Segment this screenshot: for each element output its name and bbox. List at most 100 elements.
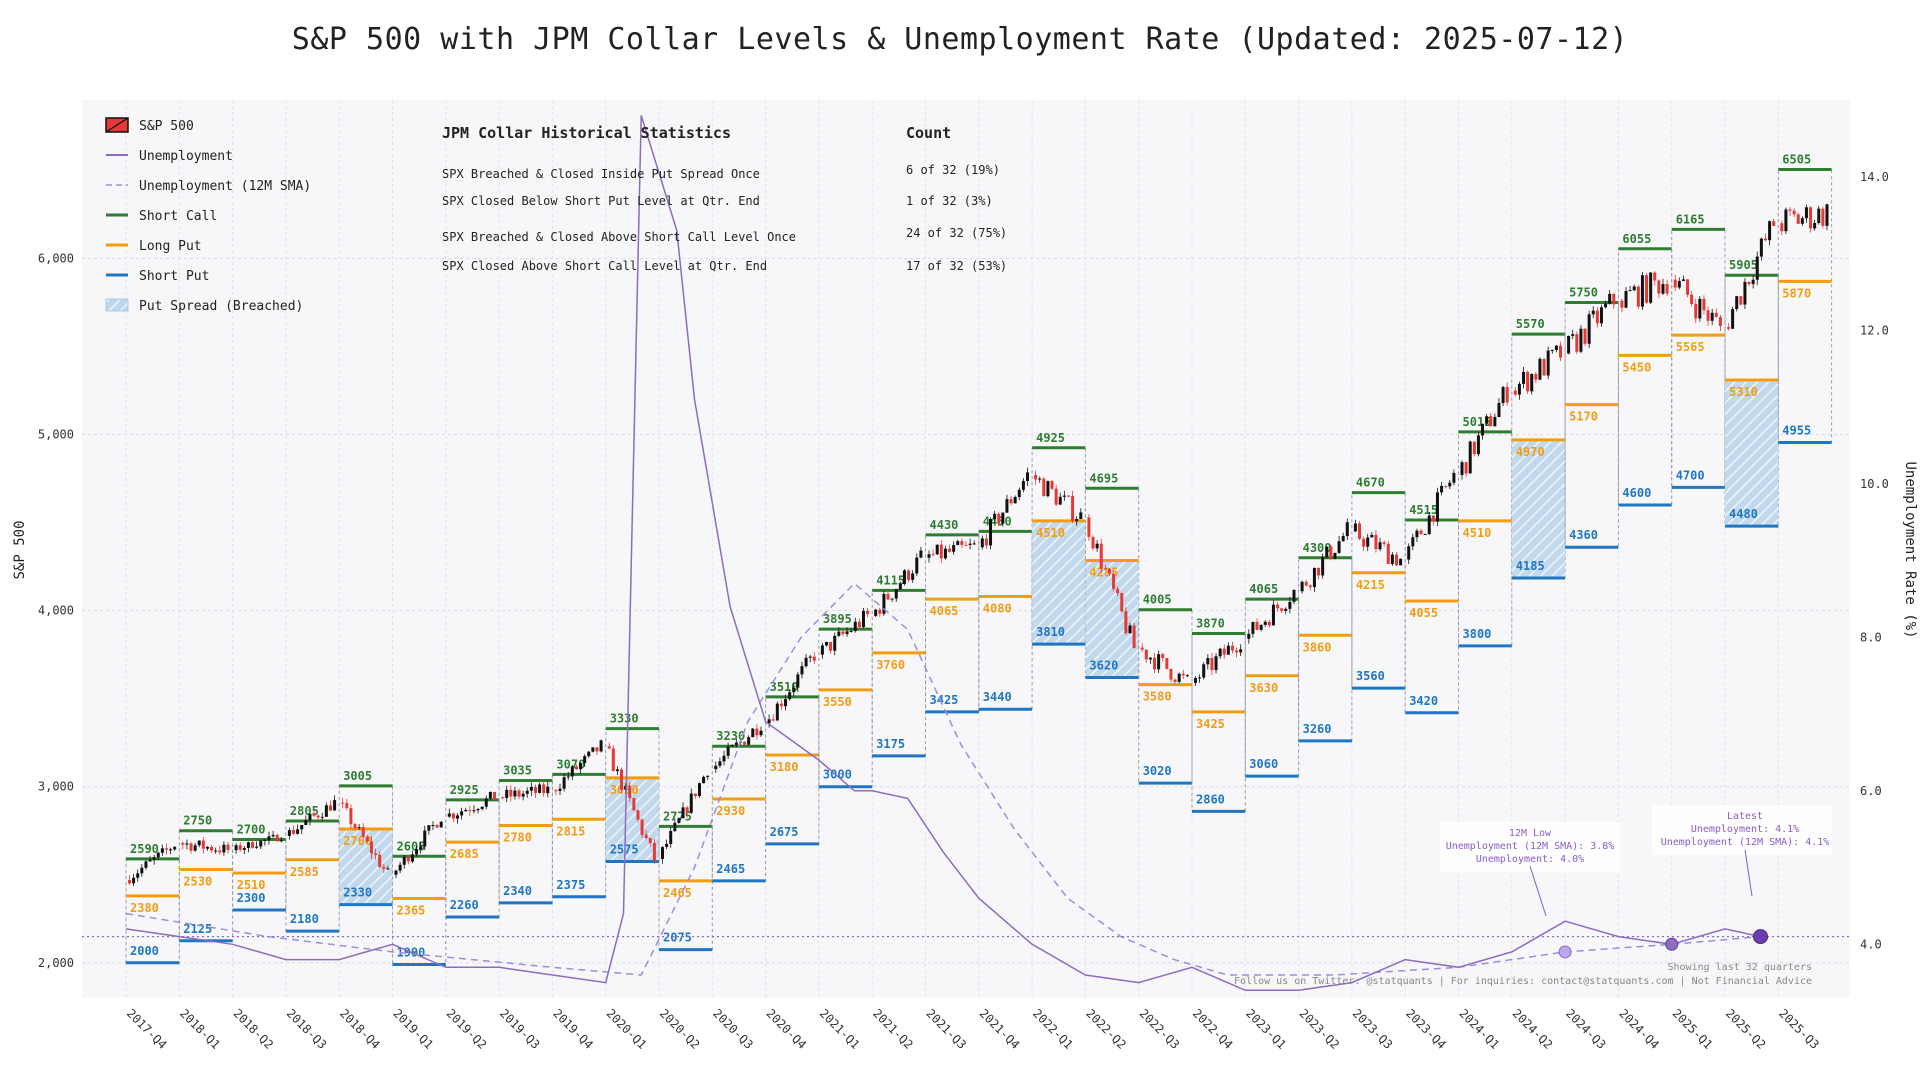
candle-body [1112, 573, 1116, 589]
long-put-label: 5170 [1569, 410, 1598, 424]
annotation-latest-box [1652, 805, 1832, 855]
short-call-label: 5905 [1729, 258, 1758, 272]
annotation-latest-line: Latest [1727, 811, 1763, 822]
candle-body [1710, 312, 1714, 321]
long-put-label: 3050 [610, 783, 639, 797]
candle-body [238, 845, 242, 850]
short-call-label: 2700 [237, 823, 266, 837]
candle-body [820, 645, 824, 655]
candle-body [558, 788, 562, 791]
short-call-label: 3870 [1196, 617, 1225, 631]
candle-body [324, 805, 328, 817]
stats-row-value: 6 of 32 (19%) [906, 163, 1000, 177]
candle-body [1329, 546, 1333, 559]
candle-body [984, 538, 988, 546]
unemployment-lines [82, 115, 1850, 992]
x-tick-label: 2022-Q4 [1190, 1006, 1236, 1052]
annotation-latest: Latest Unemployment: 4.1% Unemployment (… [1652, 805, 1832, 897]
candle-body [1673, 279, 1677, 288]
candle-body [1743, 281, 1747, 305]
candle-body [591, 747, 595, 752]
candle-body [1181, 673, 1185, 676]
candle-body [1464, 462, 1468, 474]
candle-body [1448, 482, 1452, 487]
latest-marker [1753, 929, 1769, 945]
candle-body [1419, 530, 1423, 535]
stats-row-label: SPX Closed Below Short Put Level at Qtr.… [442, 194, 760, 208]
x-tick-label: 2020-Q4 [763, 1006, 809, 1052]
candle-body [439, 821, 443, 828]
candle-body [189, 843, 193, 851]
x-tick-label: 2021-Q4 [977, 1006, 1023, 1052]
candle-body [562, 777, 566, 789]
short-call-label: 2925 [450, 783, 479, 797]
candle-body [1825, 204, 1829, 226]
candle-body [570, 766, 574, 777]
candle-body [431, 825, 435, 827]
candle-body [1747, 281, 1751, 285]
candle-body [1075, 519, 1079, 522]
candle-body [1214, 656, 1218, 671]
candle-body [915, 557, 919, 574]
y-tick-label: 6,000 [38, 251, 74, 265]
candle-body [173, 846, 177, 850]
candle-body [1120, 593, 1124, 612]
candle-body [599, 740, 603, 752]
candle-body [472, 810, 476, 812]
short-call-label: 4695 [1089, 471, 1118, 485]
candle-body [677, 818, 681, 823]
short-call-label: 4515 [1409, 503, 1438, 517]
candle-body [1148, 657, 1152, 660]
candle-body [837, 631, 841, 636]
short-put-label: 4480 [1729, 507, 1758, 521]
candle-body [1657, 280, 1661, 294]
candle-body [287, 830, 291, 837]
x-tick-label: 2018-Q4 [337, 1006, 383, 1052]
candle-body [193, 845, 197, 851]
candle-body [1345, 522, 1349, 537]
legend-put-spread-swatch [105, 298, 129, 312]
candle-body [1768, 221, 1772, 241]
candle-body [615, 769, 619, 772]
short-call-label: 3230 [716, 729, 745, 743]
candle-body [169, 849, 173, 851]
candle-body [1665, 284, 1669, 294]
short-put-label: 2860 [1196, 792, 1225, 806]
candle-body [160, 848, 164, 853]
candle-body [935, 544, 939, 555]
short-put-label: 2075 [663, 931, 692, 945]
candle-body [718, 761, 722, 766]
candle-body [1066, 495, 1070, 497]
candle-body [1444, 485, 1448, 487]
candle-body [1677, 281, 1681, 288]
long-put-label: 3550 [823, 695, 852, 709]
candle-body [1415, 530, 1419, 538]
candle-body [1382, 542, 1386, 544]
candle-body [476, 809, 480, 811]
candle-body [365, 836, 369, 842]
candle-body [1690, 294, 1694, 304]
candle-body [415, 849, 419, 855]
annotation-low-line: 12M Low [1509, 828, 1552, 839]
candle-body [1325, 546, 1329, 558]
candle-body [1476, 435, 1480, 455]
y2-tick-label: 6.0 [1860, 784, 1882, 798]
candle-body [808, 656, 812, 658]
x-tick-label: 2024-Q1 [1456, 1006, 1502, 1052]
candle-body [1407, 546, 1411, 560]
candle-body [275, 834, 279, 842]
long-put-label: 4055 [1409, 606, 1438, 620]
x-tick-label: 2025-Q3 [1776, 1006, 1822, 1052]
candle-body [1157, 654, 1161, 670]
candle-body [886, 593, 890, 600]
candle-body [255, 846, 259, 848]
x-tick-label: 2025-Q1 [1670, 1006, 1716, 1052]
candle-body [1271, 604, 1275, 626]
candle-body [968, 543, 972, 545]
candle-body [874, 609, 878, 616]
candle-body [1645, 275, 1649, 303]
candle-body [1567, 335, 1571, 354]
candle-body [468, 810, 472, 812]
y2-tick-label: 4.0 [1860, 937, 1882, 951]
x-tick-label: 2019-Q1 [390, 1006, 436, 1052]
